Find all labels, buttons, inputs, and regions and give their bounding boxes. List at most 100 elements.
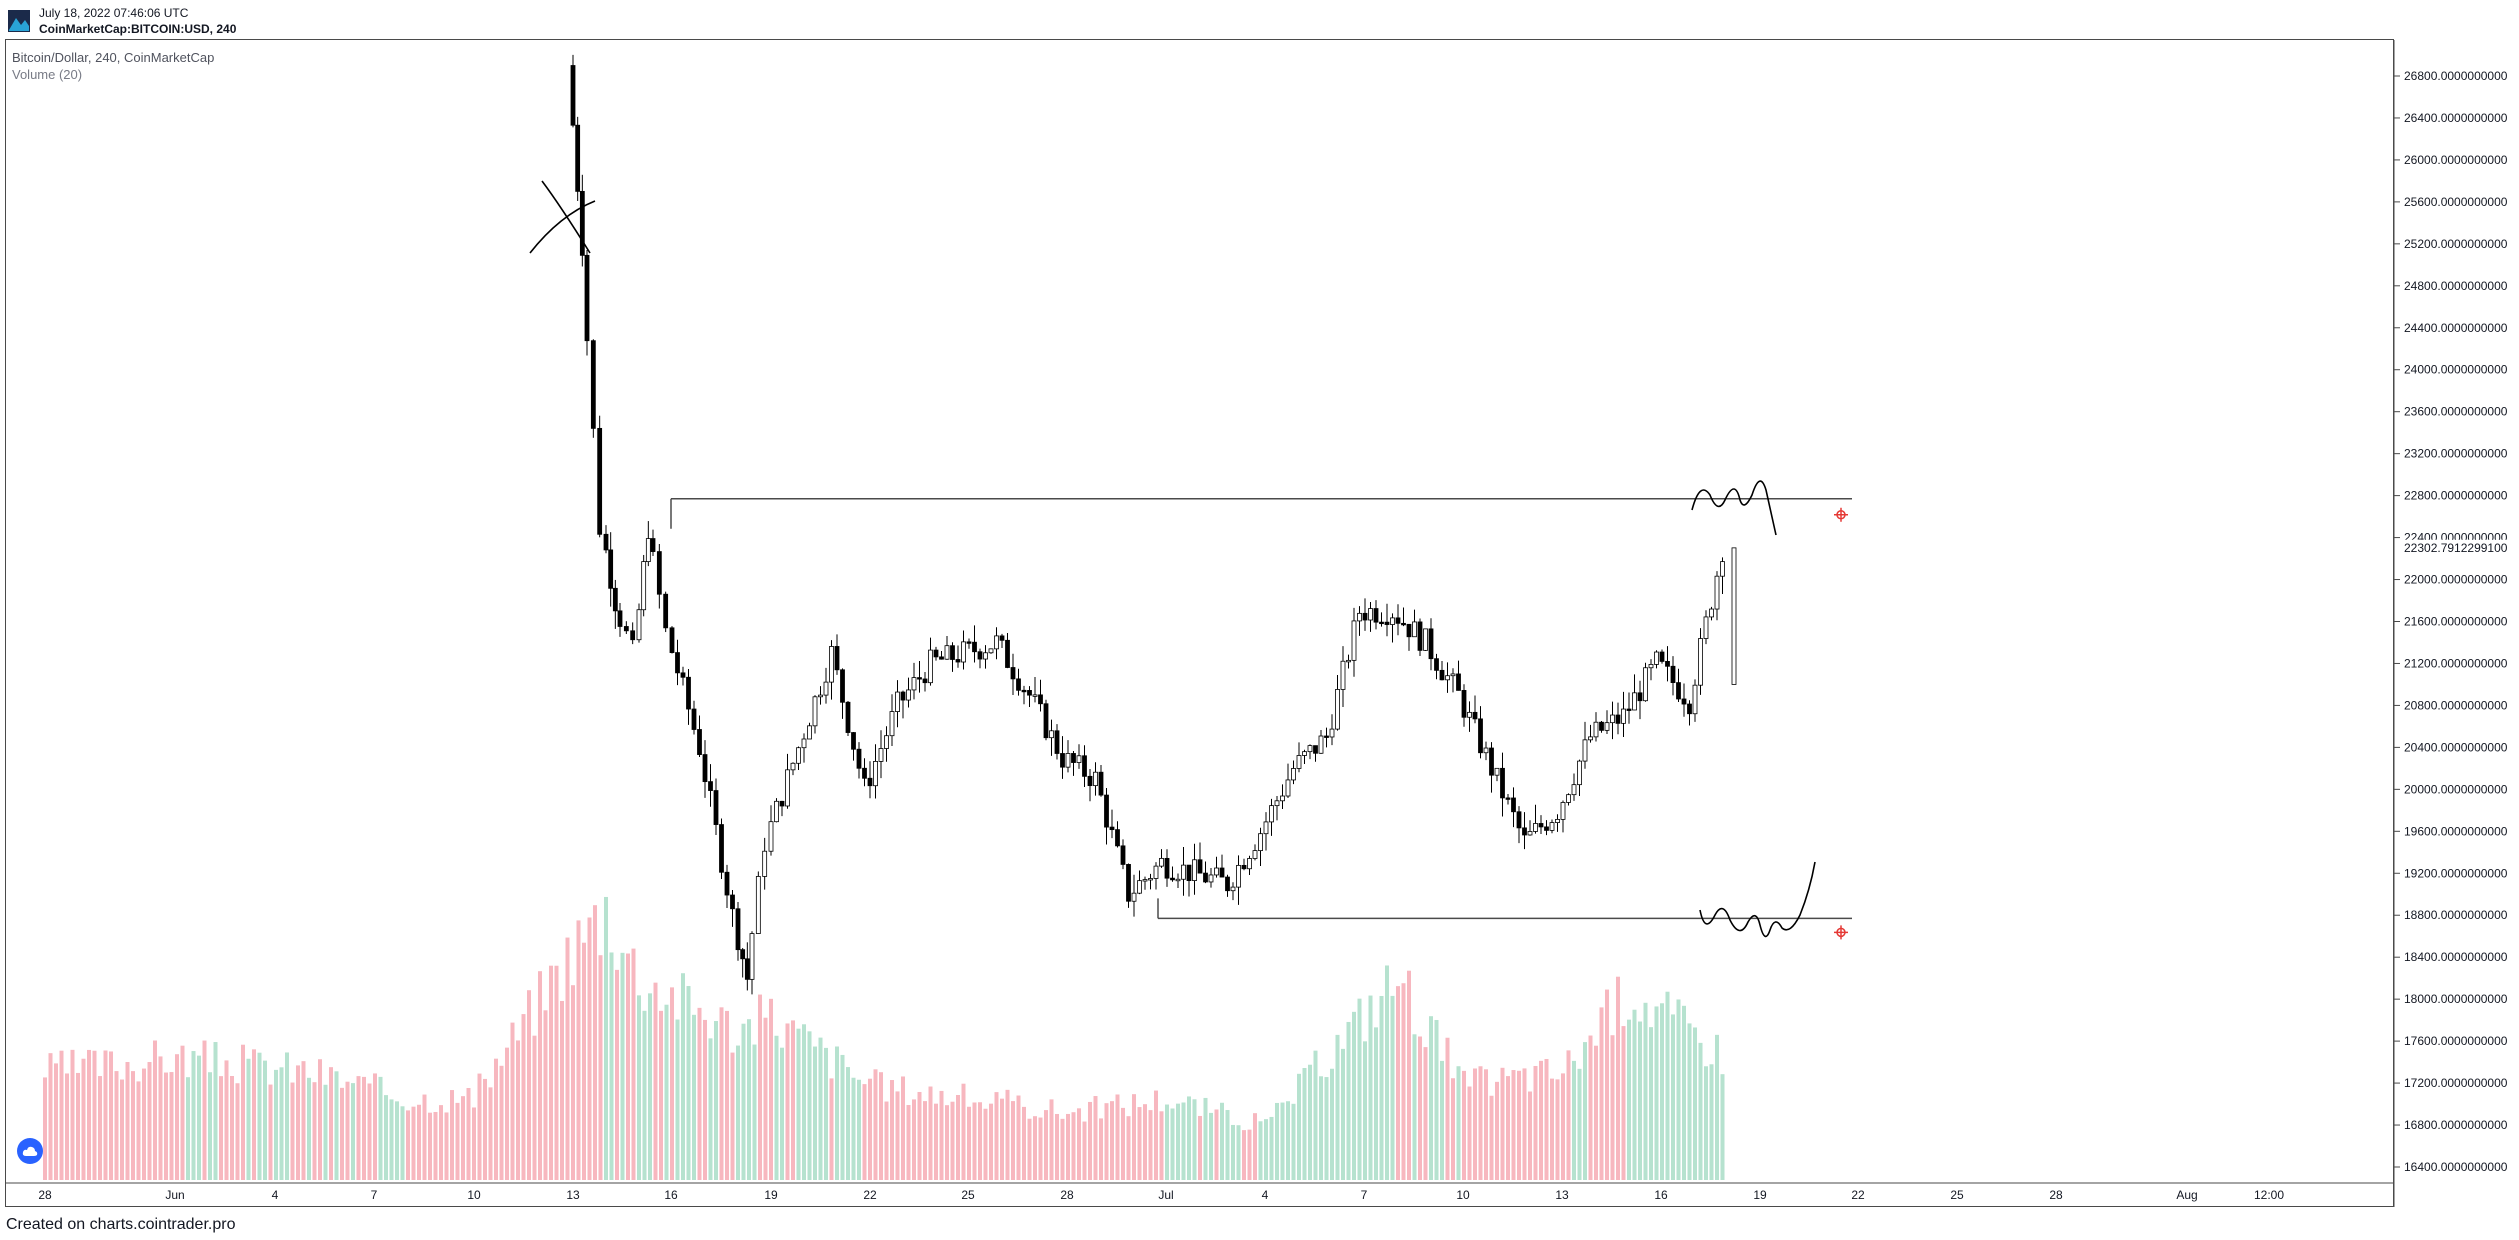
volume-bar [142, 1068, 146, 1180]
volume-bar [928, 1086, 933, 1180]
candle [1186, 864, 1192, 897]
volume-bar [1643, 1002, 1648, 1180]
volume-bar [818, 1037, 823, 1180]
volume-bar [802, 1024, 806, 1180]
candle [1115, 821, 1120, 848]
horizontal-levels[interactable] [670, 498, 1852, 920]
volume-bar [791, 1020, 795, 1180]
volume-bar [516, 1040, 520, 1180]
volume-bar [576, 920, 581, 1180]
volume-bar [48, 1053, 53, 1180]
volume-bar [785, 1023, 790, 1180]
alert-markers[interactable] [1834, 507, 1848, 940]
candle [1181, 846, 1186, 896]
volume-bar [1341, 1048, 1345, 1180]
volume-bar [186, 1077, 190, 1180]
candle [878, 730, 884, 779]
candle [790, 762, 796, 776]
volume-bar [1638, 1021, 1642, 1180]
candle [630, 622, 636, 645]
volume-bar [213, 1042, 218, 1180]
time-tick-label: 28 [2049, 1188, 2063, 1202]
volume-bar [758, 994, 762, 1180]
volume-bar [1192, 1099, 1197, 1180]
volume-bar [1610, 1035, 1615, 1180]
candle [597, 415, 603, 538]
candle [999, 633, 1005, 648]
volume-bar [356, 1076, 361, 1180]
candle [1241, 858, 1247, 871]
candle [1417, 618, 1423, 656]
cloud-badge-icon[interactable] [17, 1138, 43, 1164]
volume-bar [153, 1040, 157, 1180]
volume-bar [87, 1049, 91, 1180]
price-tick-label: 21200.0000000000 [2404, 656, 2508, 670]
volume-bar [1231, 1124, 1235, 1180]
volume-bar [329, 1067, 333, 1180]
candle [1302, 749, 1307, 765]
alert-marker-icon[interactable] [1834, 925, 1848, 940]
volume-bar [318, 1059, 322, 1180]
chart-frame[interactable] [5, 39, 2394, 1207]
price-tick-label: 23600.0000000000 [2404, 405, 2508, 419]
price-tick-label: 17600.0000000000 [2404, 1034, 2508, 1048]
candle [1060, 736, 1065, 779]
volume-bar [1011, 1101, 1015, 1180]
candle [829, 640, 834, 700]
candle [889, 694, 895, 746]
volume-bar [587, 917, 592, 1180]
candle [812, 695, 818, 734]
candle [1571, 773, 1577, 801]
volume-bar [1423, 1047, 1428, 1180]
volume-bar [1352, 1011, 1356, 1180]
volume-bar [1709, 1064, 1714, 1180]
volume-bar [230, 1076, 234, 1180]
candle [994, 627, 999, 660]
price-axis[interactable]: 26800.0000000000 26400.0000000000 26000.00… [2394, 69, 2519, 1174]
volume-bar [373, 1073, 377, 1180]
candle [1412, 609, 1417, 638]
time-axis[interactable]: 28 Jun 4 7 10 13 16 19 22 25 28 Jul 4 7 10 13 16 19 22 25 28… [38, 1188, 2284, 1202]
time-tick-label: 19 [1753, 1188, 1767, 1202]
candle [1709, 606, 1714, 621]
volume-bar [923, 1101, 927, 1180]
candle [796, 746, 801, 770]
volume-bar [637, 995, 641, 1180]
price-tick-label: 19600.0000000000 [2404, 824, 2508, 838]
volume-bar [131, 1071, 135, 1180]
volume-bar [428, 1112, 432, 1180]
candle [1439, 661, 1445, 681]
volume-bar [1209, 1112, 1213, 1180]
volume-bar [296, 1065, 300, 1180]
volume-bar [1544, 1058, 1549, 1180]
volume-bar [1176, 1103, 1180, 1180]
candle [1621, 691, 1626, 737]
volume-bar [1550, 1078, 1554, 1180]
volume-bar [686, 986, 691, 1180]
candle [1681, 683, 1687, 717]
volume-bar [582, 942, 586, 1180]
volume-bar [1159, 1111, 1164, 1180]
candle [1093, 762, 1098, 796]
volume-bar [197, 1055, 201, 1180]
volume-bar [521, 1014, 526, 1180]
candle [656, 543, 662, 609]
volume-bar [1126, 1116, 1131, 1180]
alert-marker-icon[interactable] [1834, 507, 1848, 522]
volume-bar [422, 1094, 427, 1180]
last-price-label: 22302.7912299100 [2404, 541, 2508, 555]
volume-bar [1005, 1089, 1010, 1180]
price-tick-label: 20400.0000000000 [2404, 740, 2508, 754]
candle [1467, 701, 1472, 732]
candle [922, 672, 928, 692]
candle [1654, 650, 1659, 669]
volume-bar [400, 1106, 405, 1180]
volume-bar [389, 1099, 394, 1180]
candle [1159, 849, 1164, 868]
volume-bar [1027, 1118, 1032, 1180]
volume-bar [604, 896, 608, 1180]
price-tick-label: 24400.0000000000 [2404, 321, 2508, 335]
candle [1533, 804, 1538, 834]
candle [900, 690, 906, 719]
